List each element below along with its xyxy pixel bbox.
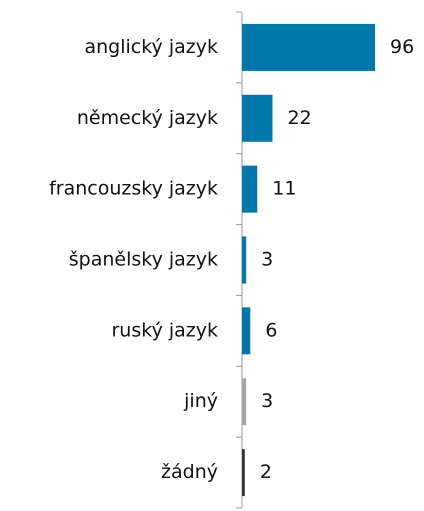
- category-label: ruský jazyk: [111, 319, 218, 341]
- bar: [242, 378, 247, 426]
- value-label: 22: [287, 107, 311, 129]
- value-label: 96: [390, 36, 414, 58]
- bar: [242, 94, 273, 142]
- category-label: žádný: [161, 461, 218, 483]
- category-label: německý jazyk: [77, 107, 218, 129]
- value-label: 6: [265, 319, 277, 341]
- bar: [242, 165, 258, 213]
- category-label: španělsky jazyk: [69, 249, 218, 271]
- category-label: francouzsky jazyk: [49, 178, 218, 200]
- bar: [242, 449, 245, 497]
- value-label: 3: [261, 249, 273, 271]
- bar: [242, 236, 247, 284]
- category-label: jiný: [183, 390, 218, 412]
- bar: [242, 23, 375, 71]
- value-label: 2: [260, 461, 272, 483]
- category-label: anglický jazyk: [84, 36, 218, 58]
- value-label: 11: [272, 178, 296, 200]
- bar: [242, 307, 251, 355]
- value-label: 3: [261, 390, 273, 412]
